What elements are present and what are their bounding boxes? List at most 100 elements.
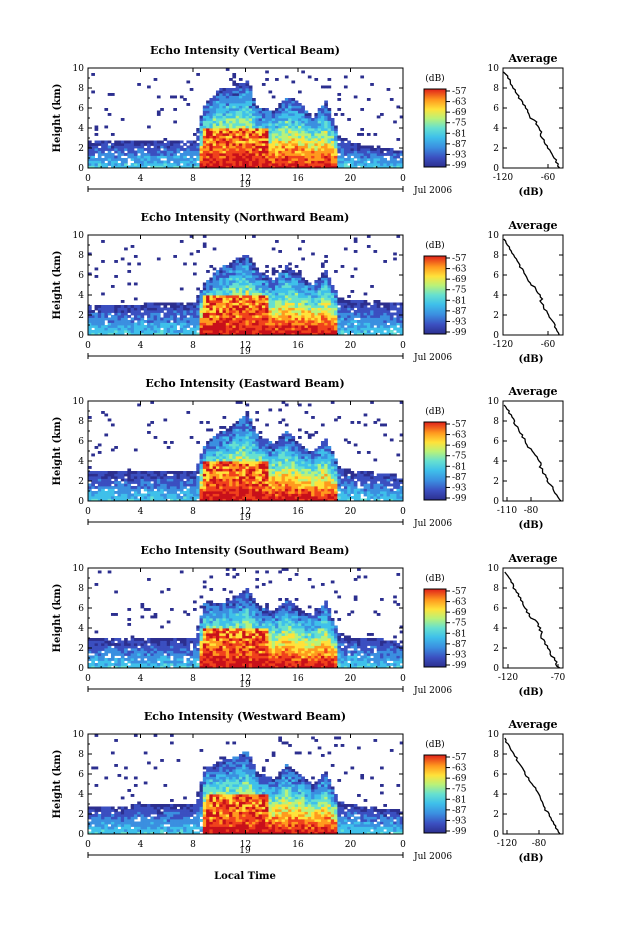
heatmap-cell (179, 145, 184, 149)
heatmap-cell (238, 113, 243, 116)
heatmap-cell (225, 108, 230, 111)
heatmap-cell (101, 473, 105, 477)
heatmap-cell (202, 478, 207, 482)
heatmap-cell (317, 290, 322, 293)
heatmap-cell (153, 332, 158, 336)
heatmap-cell (232, 265, 237, 268)
heatmap-cell (222, 488, 227, 492)
heatmap-cell (265, 143, 269, 146)
heatmap-cell (281, 138, 286, 141)
heatmap-cell (199, 115, 204, 119)
heatmap-cell (196, 153, 200, 156)
heatmap-cell (366, 317, 371, 321)
heatmap-cell (222, 290, 227, 293)
heatmap-cell (202, 165, 207, 169)
heatmap-cell (209, 332, 214, 336)
heatmap-cell (271, 481, 276, 484)
heatmap-cell (124, 493, 128, 497)
heatmap-cell (97, 140, 102, 144)
heatmap-cell (219, 290, 223, 293)
heatmap-cell (147, 155, 151, 159)
heatmap-cell (202, 300, 207, 303)
heatmap-cell (127, 488, 132, 492)
heatmap-cell (173, 140, 177, 144)
heatmap-cell (215, 133, 220, 136)
heatmap-cell (275, 165, 279, 169)
heatmap-cell (242, 476, 246, 479)
heatmap-cell (248, 100, 253, 104)
heatmap-cell (94, 145, 99, 149)
heatmap-cell (196, 145, 200, 149)
heatmap-cell (196, 150, 200, 154)
heatmap-cell (334, 315, 338, 318)
heatmap-cell (288, 466, 292, 469)
heatmap-cell (284, 468, 289, 472)
heatmap-cell (114, 481, 118, 484)
heatmap-cell (268, 290, 273, 293)
heatmap-cell (225, 115, 230, 119)
heatmap-cell (166, 153, 171, 156)
heatmap-cell (238, 128, 243, 131)
heatmap-cell (271, 310, 276, 313)
heatmap-cell (242, 418, 246, 422)
heatmap-cell (170, 145, 174, 149)
heatmap-cell (94, 312, 99, 316)
heatmap-cell (288, 150, 292, 154)
heatmap-cell (235, 125, 240, 129)
heatmap-cell (170, 95, 174, 99)
heatmap-cell (291, 270, 296, 273)
heatmap-cell (242, 478, 246, 482)
heatmap-cell (124, 165, 128, 169)
heatmap-cell (245, 413, 250, 417)
heatmap-cell (268, 125, 273, 129)
heatmap-cell (271, 285, 276, 288)
date-label: Jul 2006 (413, 353, 452, 363)
heatmap-cell (114, 320, 118, 323)
heatmap-cell (101, 140, 105, 144)
heatmap-cell (232, 267, 237, 271)
heatmap-cell (370, 320, 374, 323)
heatmap-cell (294, 145, 299, 149)
heatmap-cell (399, 150, 404, 154)
heatmap-cell (225, 163, 230, 166)
heatmap-cell (268, 282, 273, 286)
heatmap-cell (304, 320, 309, 323)
heatmap-cell (307, 145, 312, 149)
heatmap-cell (245, 290, 250, 293)
heatmap-cell (281, 158, 286, 161)
heatmap-cell (340, 302, 345, 306)
heatmap-cell (160, 145, 164, 149)
heatmap-cell (242, 416, 246, 419)
heatmap-cell (150, 401, 155, 404)
heatmap-cell (248, 108, 253, 111)
heatmap-cell (127, 165, 132, 169)
heatmap-cell (255, 458, 260, 462)
heatmap-cell (284, 476, 289, 479)
heatmap-cell (196, 250, 200, 253)
heatmap-cell (288, 123, 292, 126)
heatmap-cell (153, 312, 158, 316)
heatmap-cell (258, 317, 263, 321)
heatmap-cell (281, 473, 286, 477)
heatmap-cell (301, 148, 305, 151)
heatmap-cell (278, 461, 282, 464)
heatmap-cell (235, 317, 240, 321)
heatmap-cell (88, 498, 92, 502)
heatmap-cell (110, 145, 115, 149)
heatmap-cell (196, 287, 200, 291)
heatmap-cell (343, 247, 348, 251)
heatmap-cell (248, 493, 253, 497)
heatmap-cell (265, 135, 269, 139)
heatmap-cell (393, 307, 397, 311)
heatmap-cell (370, 285, 374, 288)
heatmap-cell (186, 80, 191, 84)
heatmap-cell (284, 150, 289, 154)
heatmap-cell (225, 312, 230, 316)
heatmap-cell (202, 471, 207, 474)
heatmap-cell (271, 496, 276, 499)
heatmap-cell (215, 458, 220, 462)
heatmap-cell (324, 272, 328, 276)
heatmap-cell (278, 287, 282, 291)
heatmap-cell (219, 451, 223, 454)
heatmap-cell (235, 143, 240, 146)
